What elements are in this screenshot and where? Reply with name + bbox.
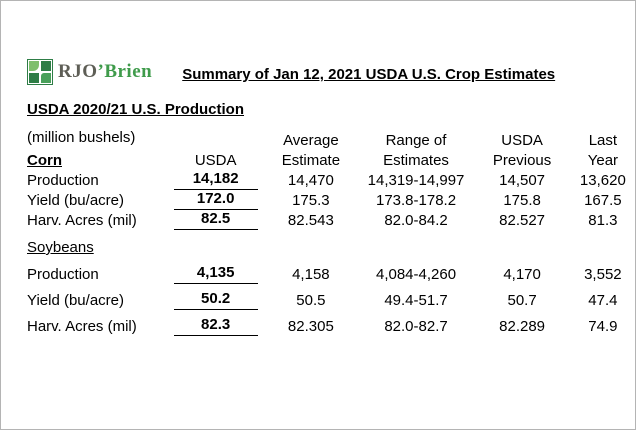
usda-previous-value: 50.7: [507, 291, 537, 309]
col-header-average-estimate: Average Estimate: [281, 132, 341, 169]
logo-wordmark: RJO’Brien: [58, 61, 152, 83]
empty-cell: [168, 230, 635, 261]
avg-estimate-value: 175.3: [292, 191, 330, 209]
col-header-usda: USDA: [194, 151, 237, 169]
row-label: Production: [27, 265, 99, 283]
range-value: 82.0-82.7: [384, 317, 448, 335]
table-header-row: (million bushels) Corn USDA Average Esti…: [27, 128, 635, 170]
usda-value: 172.0: [173, 190, 258, 210]
table-row-soybeans-yield: Yield (bu/acre) 50.2 50.5 49.4-51.7 50.7…: [27, 287, 635, 313]
usda-cell: 50.2: [168, 287, 263, 313]
table-row-soybeans-production: Production 4,135 4,158 4,084-4,260 4,170…: [27, 261, 635, 287]
usda-previous-value: 175.8: [503, 191, 541, 209]
range-value: 14,319-14,997: [367, 171, 465, 189]
unit-note: (million bushels): [27, 129, 136, 146]
col-header-last-year: Last Year: [587, 132, 619, 169]
row-label: Harv. Acres (mil): [27, 211, 137, 229]
avg-estimate-value: 82.305: [287, 317, 334, 335]
row-label: Production: [27, 171, 99, 189]
usda-previous-value: 82.527: [499, 211, 546, 229]
last-year-value: 74.9: [588, 317, 618, 335]
table-row-corn-yield: Yield (bu/acre) 172.0 175.3 173.8-178.2 …: [27, 190, 635, 210]
usda-cell: 14,182: [168, 170, 263, 190]
avg-estimate-value: 50.5: [296, 291, 326, 309]
usda-value: 14,182: [173, 170, 258, 190]
usda-value: 4,135: [173, 264, 258, 284]
range-value: 49.4-51.7: [384, 291, 448, 309]
logo-quadrant: [29, 73, 39, 83]
row-label: Yield (bu/acre): [27, 191, 124, 209]
logo-quadrant: [41, 73, 51, 83]
usda-cell: 4,135: [168, 261, 263, 287]
crop-estimates-table: (million bushels) Corn USDA Average Esti…: [27, 128, 635, 339]
report-header: RJO’Brien Summary of Jan 12, 2021 USDA U…: [1, 1, 635, 85]
row-label: Harv. Acres (mil): [27, 317, 137, 335]
soybeans-group-row: Soybeans: [27, 230, 635, 261]
table-row-soybeans-harv-acres: Harv. Acres (mil) 82.3 82.305 82.0-82.7 …: [27, 313, 635, 339]
last-year-value: 81.3: [588, 211, 618, 229]
col-header-usda-previous: USDA Previous: [492, 132, 552, 169]
usda-previous-value: 82.289: [499, 317, 546, 335]
table-row-corn-production: Production 14,182 14,470 14,319-14,997 1…: [27, 170, 635, 190]
label-column-header: (million bushels) Corn: [27, 128, 168, 170]
usda-previous-value: 4,170: [503, 265, 541, 283]
logo-text-rjo: RJO: [58, 61, 98, 82]
table-row-corn-harv-acres: Harv. Acres (mil) 82.5 82.543 82.0-84.2 …: [27, 210, 635, 230]
report-title: Summary of Jan 12, 2021 USDA U.S. Crop E…: [182, 66, 556, 83]
avg-estimate-value: 14,470: [287, 171, 334, 189]
logo-quadrant: [29, 61, 39, 71]
rjo-brien-logo-icon: [27, 59, 53, 85]
col-header-range-of-estimates: Range of Estimates: [383, 132, 449, 169]
usda-cell: 172.0: [168, 190, 263, 210]
logo-text-brien: ’Brien: [97, 61, 153, 82]
logo-quadrant: [41, 61, 51, 71]
avg-estimate-value: 82.543: [287, 211, 334, 229]
section-title: USDA 2020/21 U.S. Production: [27, 101, 245, 118]
range-value: 82.0-84.2: [384, 211, 448, 229]
last-year-value: 3,552: [584, 265, 622, 283]
usda-cell: 82.5: [168, 210, 263, 230]
usda-value: 50.2: [173, 290, 258, 310]
range-value: 173.8-178.2: [375, 191, 457, 209]
range-value: 4,084-4,260: [375, 265, 457, 283]
usda-value: 82.3: [173, 316, 258, 336]
soybeans-group-header: Soybeans: [27, 239, 94, 256]
corn-group-header: Corn: [27, 151, 62, 169]
usda-value: 82.5: [173, 210, 258, 230]
avg-estimate-value: 4,158: [292, 265, 330, 283]
last-year-value: 167.5: [584, 191, 622, 209]
last-year-value: 47.4: [588, 291, 618, 309]
rjo-brien-logo: RJO’Brien: [27, 59, 152, 85]
last-year-value: 13,620: [579, 171, 626, 189]
row-label: Yield (bu/acre): [27, 291, 124, 309]
usda-cell: 82.3: [168, 313, 263, 339]
usda-previous-value: 14,507: [499, 171, 546, 189]
